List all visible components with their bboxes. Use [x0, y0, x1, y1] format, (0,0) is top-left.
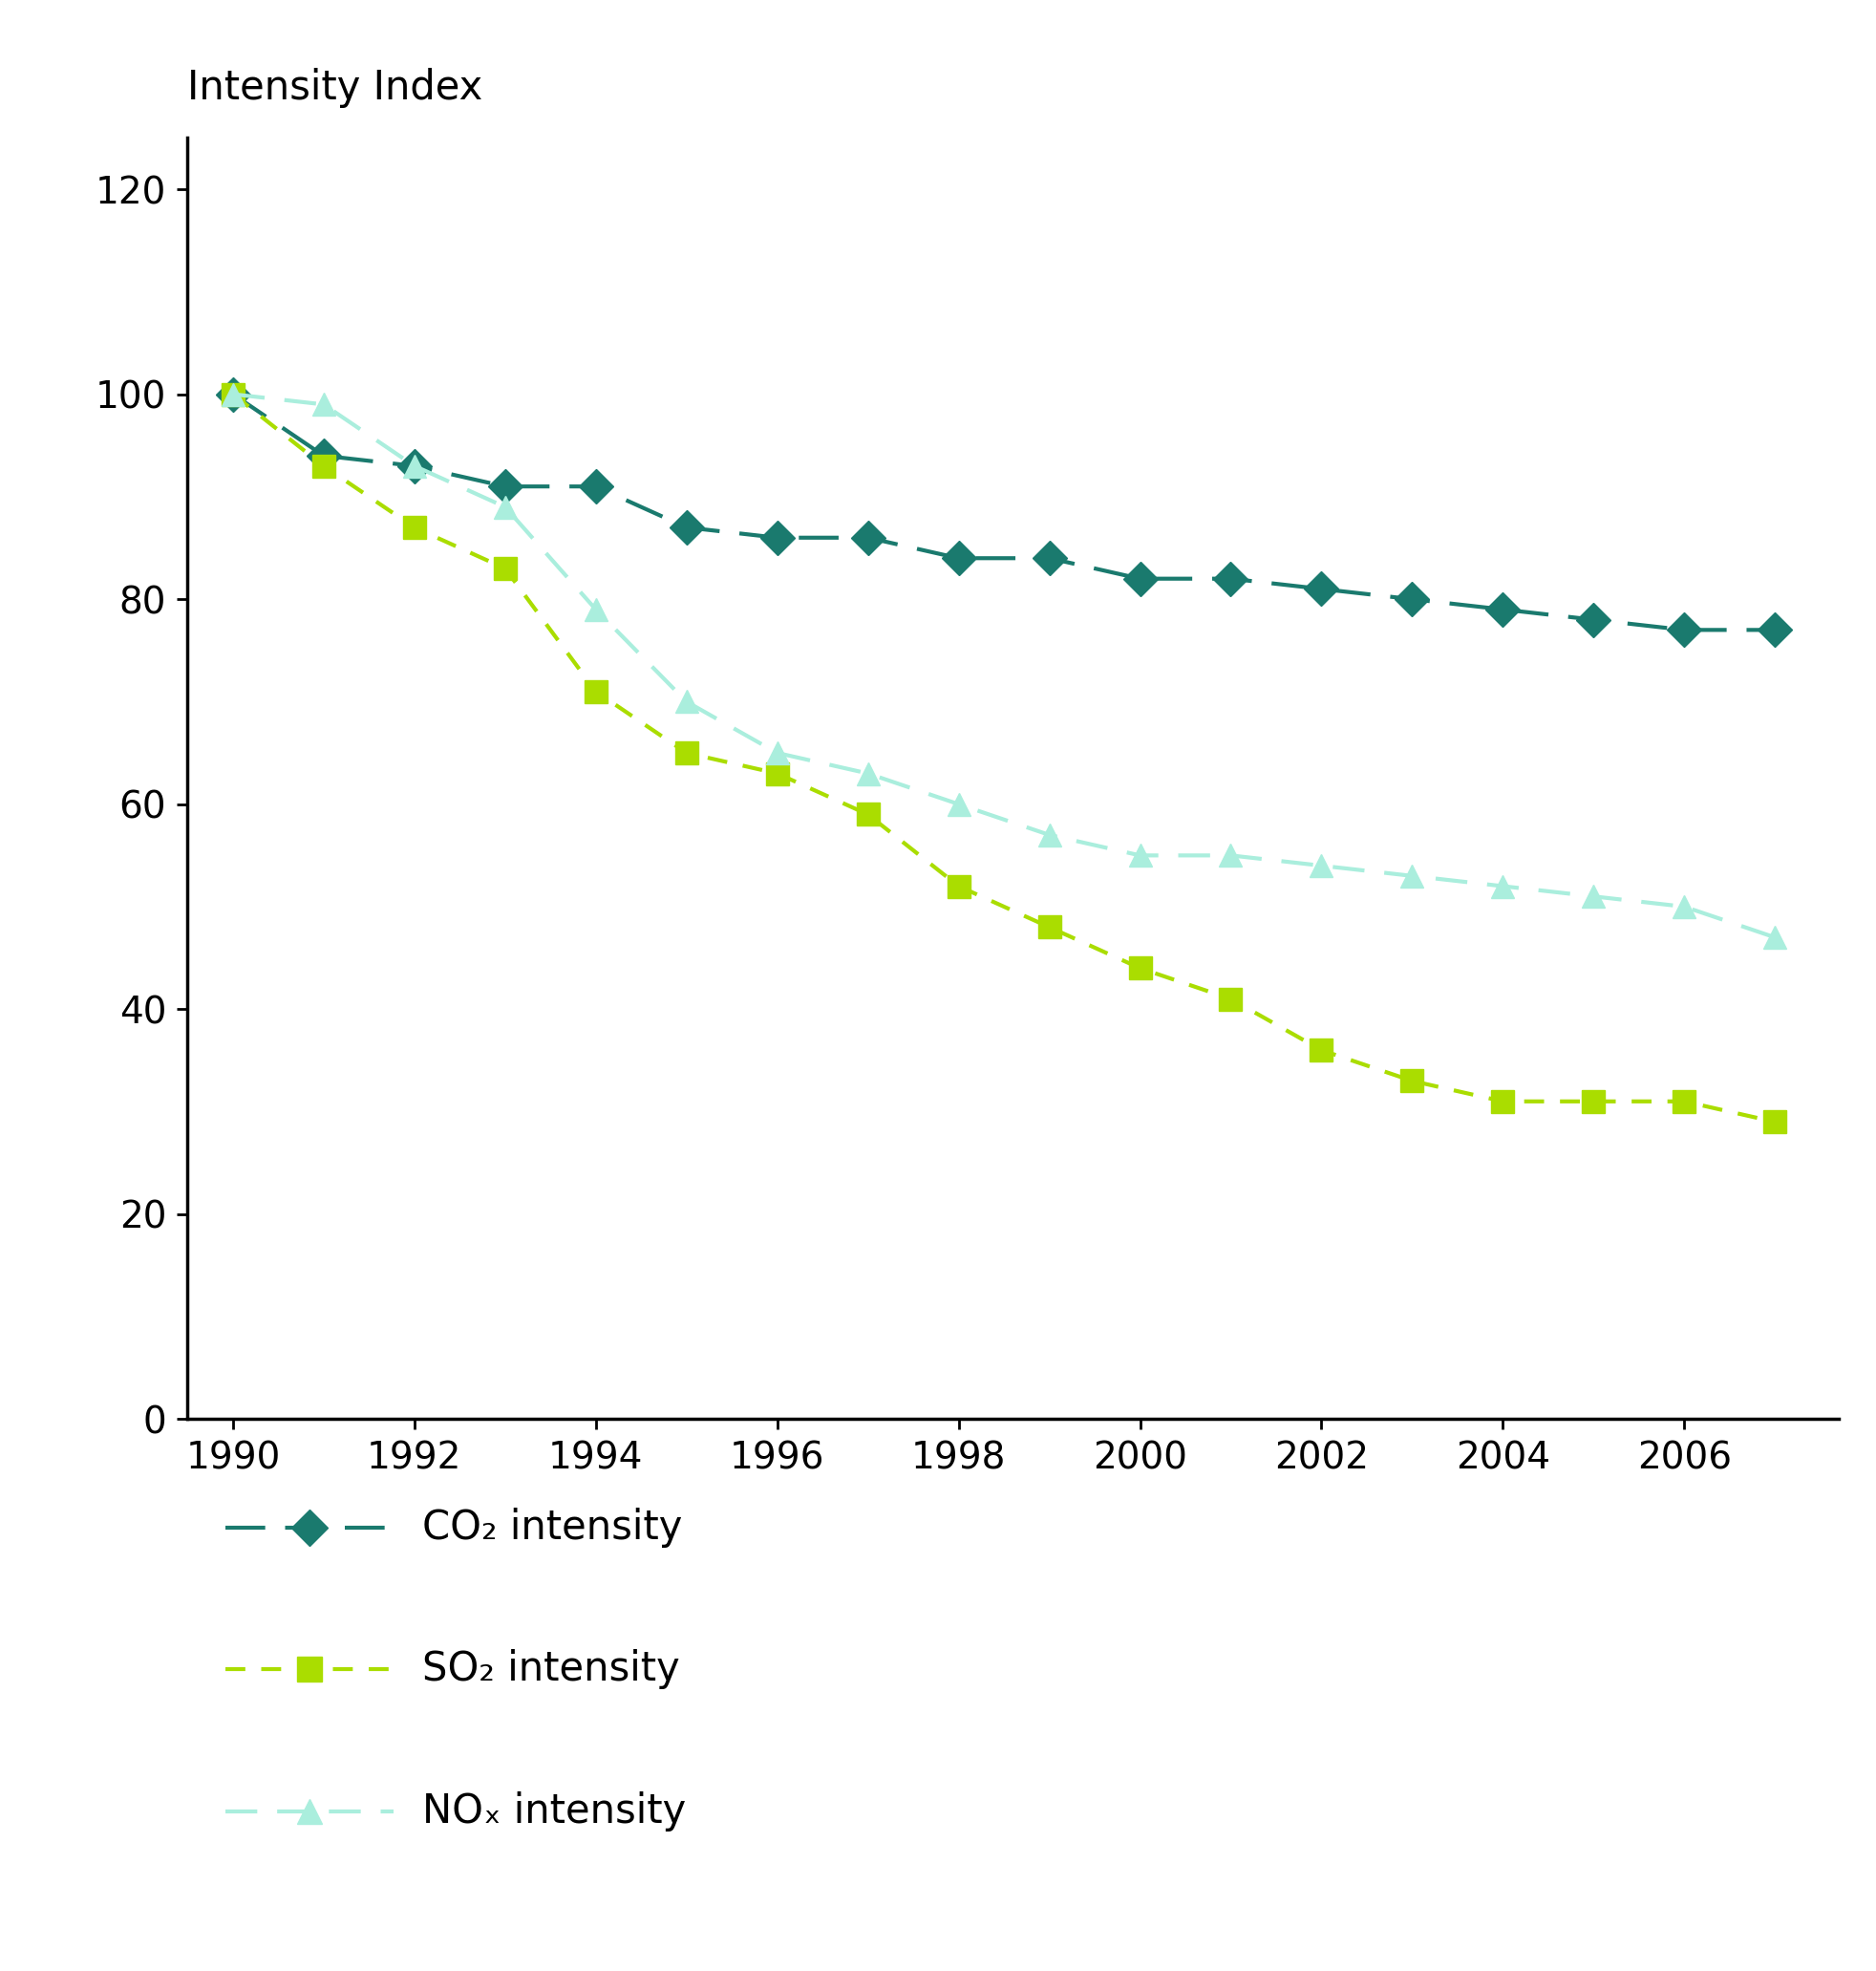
Text: Intensity Index: Intensity Index [188, 69, 482, 108]
Text: SO₂ intensity: SO₂ intensity [422, 1650, 679, 1689]
Text: NOₓ intensity: NOₓ intensity [422, 1792, 687, 1831]
Text: CO₂ intensity: CO₂ intensity [422, 1508, 683, 1547]
